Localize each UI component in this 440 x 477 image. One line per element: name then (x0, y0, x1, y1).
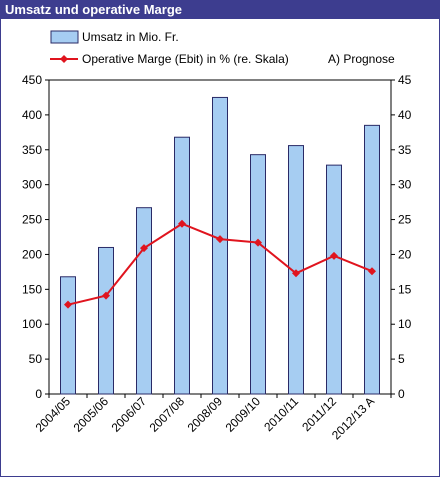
left-tick-label: 250 (22, 213, 42, 227)
bar-2005/06 (98, 246, 114, 395)
x-tick-label: 2007/08 (147, 394, 188, 435)
x-tick-label: 2010/11 (261, 394, 301, 434)
bar-2006/07 (136, 207, 152, 395)
bar-2008/09 (212, 96, 228, 395)
right-tick-label: 40 (398, 108, 412, 122)
x-axis: 2004/052005/062006/072007/082008/092009/… (33, 394, 392, 442)
left-tick-label: 300 (22, 178, 42, 192)
legend: Umsatz in Mio. Fr. Operative Marge (Ebit… (50, 30, 395, 66)
right-tick-label: 0 (398, 387, 405, 401)
margin-marker-2009/10 (254, 238, 262, 247)
bar-2009/10 (250, 154, 266, 395)
left-tick-label: 100 (22, 317, 42, 331)
margin-marker-2011/12 (330, 251, 338, 260)
x-tick-label: 2006/07 (109, 394, 150, 435)
right-tick-label: 10 (398, 317, 412, 331)
margin-marker-2010/11 (292, 269, 300, 278)
line-series (64, 219, 376, 309)
bar-2004/05 (60, 276, 76, 395)
left-tick-label: 450 (22, 73, 42, 87)
right-tick-label: 5 (398, 352, 405, 366)
margin-marker-2007/08 (178, 219, 186, 228)
bar-2012/13 A (364, 124, 380, 395)
legend-line-label: Operative Marge (Ebit) in % (re. Skala) (82, 52, 289, 66)
chart-title: Umsatz und operative Marge (5, 2, 182, 17)
margin-marker-2012/13 A (368, 267, 376, 276)
bar-2007/08 (174, 136, 190, 395)
right-tick-label: 25 (398, 213, 412, 227)
margin-marker-2006/07 (140, 244, 148, 253)
title-bar: Umsatz und operative Marge (1, 1, 439, 19)
x-tick-label: 2005/06 (71, 394, 112, 435)
left-tick-label: 0 (35, 387, 42, 401)
x-tick-label: 2009/10 (223, 394, 264, 435)
legend-bar-swatch (50, 30, 79, 44)
bar-2011/12 (326, 164, 342, 395)
x-tick-label: 2008/09 (185, 394, 226, 435)
left-tick-label: 400 (22, 108, 42, 122)
left-axis: 0 50 100 150 200 250 300 350 400 450 (22, 73, 49, 401)
left-tick-label: 350 (22, 143, 42, 157)
margin-marker-2004/05 (64, 300, 72, 309)
margin-marker-2008/09 (216, 235, 224, 244)
left-tick-label: 150 (22, 282, 42, 296)
right-axis: 0 5 10 15 20 25 30 35 40 45 (391, 73, 412, 401)
right-tick-label: 35 (398, 143, 412, 157)
left-tick-label: 50 (29, 352, 43, 366)
right-tick-label: 15 (398, 282, 412, 296)
right-tick-label: 45 (398, 73, 412, 87)
legend-bar-label: Umsatz in Mio. Fr. (82, 30, 179, 44)
note-label: A) Prognose (328, 52, 395, 66)
right-tick-label: 20 (398, 247, 412, 261)
legend-line-marker (60, 55, 68, 63)
left-tick-label: 200 (22, 247, 42, 261)
margin-marker-2005/06 (102, 291, 110, 300)
right-tick-label: 30 (398, 178, 412, 192)
